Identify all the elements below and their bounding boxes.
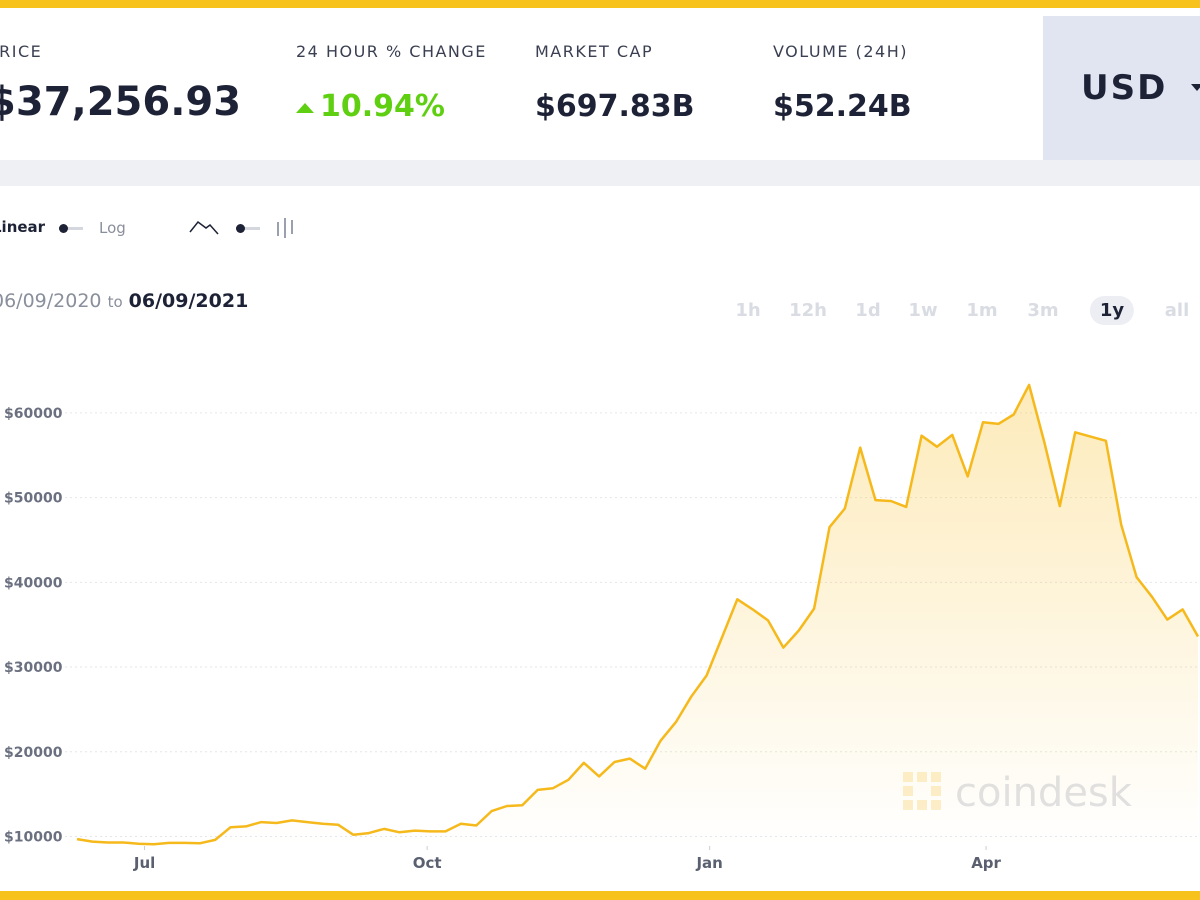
- stat-value: $52.24B: [773, 89, 912, 124]
- candle-icon[interactable]: [275, 216, 297, 240]
- range-button[interactable]: all: [1164, 300, 1190, 321]
- y-tick-label: $10000: [4, 830, 63, 846]
- divider-band: [0, 160, 1200, 186]
- x-tick-label: Jan: [695, 854, 722, 872]
- stat-label: MARKET CAP: [535, 42, 654, 61]
- range-button[interactable]: 1m: [966, 300, 998, 321]
- stat-label: VOLUME (24H): [773, 42, 908, 61]
- chart-type-toggle[interactable]: [236, 224, 260, 233]
- price-line: [76, 383, 1200, 846]
- watermark: coindesk: [903, 770, 1133, 816]
- dropdown-caret: [1191, 84, 1200, 91]
- stat-value-wrap: 10.94%: [296, 89, 487, 124]
- x-tick-label: Oct: [413, 854, 442, 872]
- stat-value: 10.94%: [320, 89, 445, 124]
- currency-label: USD: [1081, 68, 1168, 108]
- scale-linear[interactable]: Linear: [0, 218, 46, 236]
- date-to: 06/09/2021: [128, 290, 249, 312]
- line-icon[interactable]: [188, 218, 222, 238]
- frame-top: [0, 0, 1200, 8]
- y-tick-label: $60000: [4, 406, 63, 422]
- stat-volume: VOLUME (24H) $52.24B: [773, 42, 912, 124]
- stat-value: $697.83B: [535, 89, 695, 124]
- date-range: 06/09/2020 to 06/09/2021: [0, 290, 248, 312]
- range-button[interactable]: 3m: [1027, 300, 1059, 321]
- range-button[interactable]: 1d: [855, 300, 881, 321]
- scale-log[interactable]: Log: [99, 219, 126, 237]
- stat-price: PRICE $37,256.93: [0, 42, 241, 125]
- currency-select[interactable]: USD: [1043, 16, 1200, 160]
- y-tick-label: $20000: [4, 745, 63, 761]
- y-tick-label: $50000: [4, 491, 63, 507]
- stat-label: PRICE: [0, 42, 43, 61]
- range-button[interactable]: 1w: [908, 300, 938, 321]
- range-button[interactable]: 12h: [789, 300, 827, 321]
- date-joiner: to: [107, 293, 123, 311]
- range-button[interactable]: 1h: [735, 300, 761, 321]
- scale-toggle[interactable]: [59, 224, 83, 233]
- stat-change: 24 HOUR % CHANGE 10.94%: [296, 42, 487, 124]
- range-button[interactable]: 1y: [1089, 296, 1135, 325]
- price-area: [77, 384, 1198, 845]
- stat-label: 24 HOUR % CHANGE: [296, 42, 487, 61]
- stat-market-cap: MARKET CAP $697.83B: [535, 42, 695, 124]
- frame-bottom: [0, 891, 1200, 900]
- y-tick-label: $30000: [4, 660, 63, 676]
- watermark-text: coindesk: [955, 770, 1133, 816]
- stat-value: $37,256.93: [0, 79, 242, 125]
- toggle-knob: [236, 224, 245, 233]
- x-tick-label: Apr: [971, 854, 1001, 872]
- y-tick-label: $40000: [4, 575, 63, 591]
- x-tick-label: Jul: [133, 854, 155, 872]
- up-arrow: [296, 102, 314, 113]
- date-from: 06/09/2020: [0, 290, 102, 312]
- toggle-knob: [59, 224, 68, 233]
